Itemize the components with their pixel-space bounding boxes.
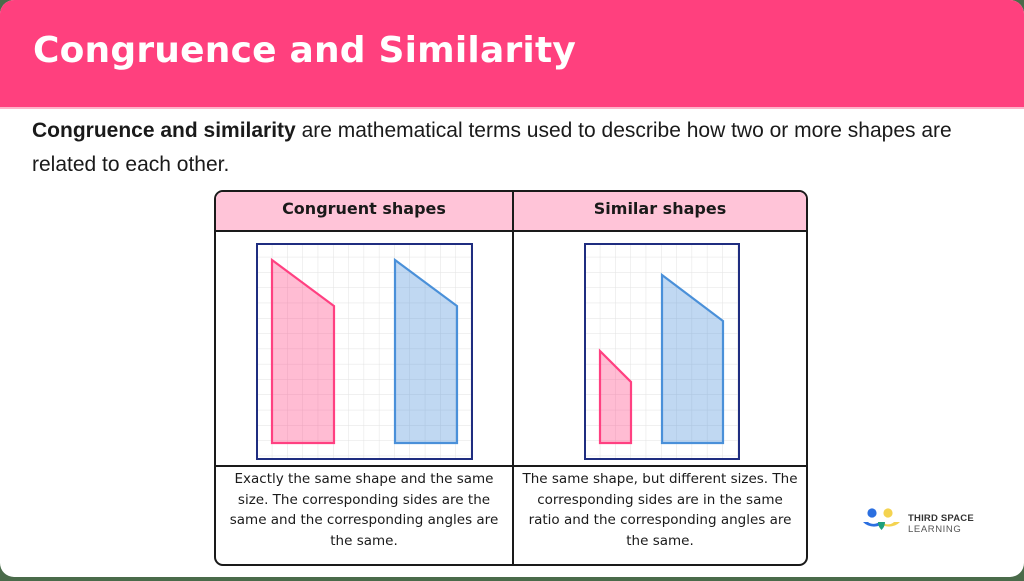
column-congruent: Congruent shapes Exactly the same shape … (216, 192, 514, 564)
grid-frame (584, 243, 740, 460)
third-space-learning-logo: THIRD SPACE LEARNING (860, 508, 1000, 540)
page-title: Congruence and Similarity (33, 30, 577, 71)
blue-trapezoid-shape (393, 257, 459, 445)
logo-people-icon (863, 508, 900, 530)
comparison-table: Congruent shapes Exactly the same shape … (214, 190, 808, 566)
grid-background (257, 244, 472, 459)
logo-line-2: LEARNING (908, 524, 962, 535)
logo-line-1: THIRD SPACE (908, 513, 974, 524)
column-heading-similar: Similar shapes (514, 192, 806, 232)
congruent-figure (216, 232, 512, 467)
column-heading-congruent: Congruent shapes (216, 192, 512, 232)
description-congruent: Exactly the same shape and the same size… (229, 471, 499, 549)
similar-grid-diagram (584, 243, 740, 460)
similar-figure (514, 232, 806, 467)
intro-rest: are mathematical terms used to describe … (32, 119, 952, 176)
large-blue-shape (660, 272, 725, 445)
description-similar: The same shape, but different sizes. The… (522, 471, 798, 549)
column-similar: Similar shapes The same shape, but diffe… (514, 192, 806, 564)
small-pink-shape (598, 348, 633, 445)
title-bar: Congruence and Similarity (0, 0, 1024, 109)
pink-trapezoid-shape (270, 257, 336, 445)
intro-bold-term: Congruence and similarity (32, 119, 296, 142)
congruent-grid-diagram (256, 243, 473, 460)
intro-text: Congruence and similarity are mathematic… (32, 114, 992, 182)
logo-text: THIRD SPACE LEARNING (908, 513, 974, 535)
grid-frame (256, 243, 473, 460)
